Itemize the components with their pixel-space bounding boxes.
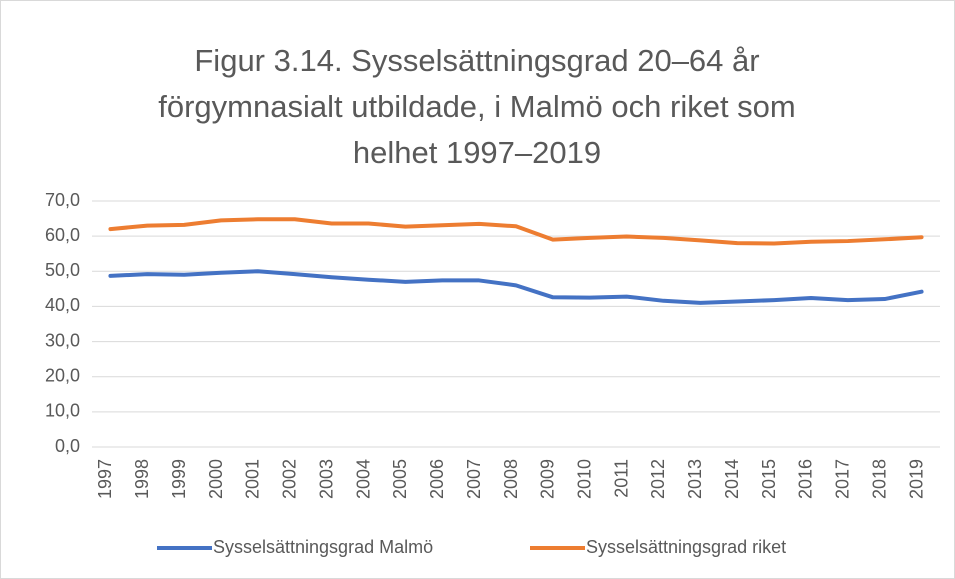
x-tick-label: 2016	[796, 459, 816, 499]
x-tick-label: 1998	[132, 459, 152, 499]
x-tick-label: 2005	[390, 459, 410, 499]
x-tick-label: 1997	[95, 459, 115, 499]
legend-label: Sysselsättningsgrad Malmö	[213, 537, 433, 557]
y-tick-label: 40,0	[45, 295, 80, 315]
x-tick-label: 2019	[906, 459, 926, 499]
series-line	[108, 217, 924, 246]
series-line	[108, 269, 924, 305]
x-tick-label: 2015	[759, 459, 779, 499]
y-tick-label: 50,0	[45, 260, 80, 280]
x-tick-label: 2001	[243, 459, 263, 499]
y-tick-label: 20,0	[45, 365, 80, 385]
x-tick-label: 2003	[316, 459, 336, 499]
x-tick-label: 2008	[501, 459, 521, 499]
x-tick-label: 1999	[169, 459, 189, 499]
y-tick-label: 0,0	[55, 436, 80, 456]
x-tick-label: 2012	[648, 459, 668, 499]
y-tick-label: 30,0	[45, 330, 80, 350]
x-tick-label: 2018	[869, 459, 889, 499]
x-tick-label: 2011	[611, 459, 631, 498]
x-tick-label: 2017	[833, 459, 853, 499]
chart-title: Figur 3.14. Sysselsättningsgrad 20–64 år…	[158, 43, 796, 170]
y-tick-label: 60,0	[45, 225, 80, 245]
x-tick-label: 2002	[280, 459, 300, 499]
x-tick-label: 2007	[464, 459, 484, 499]
x-tick-label: 2014	[722, 459, 742, 499]
legend-label: Sysselsättningsgrad riket	[586, 537, 786, 557]
x-tick-label: 2013	[685, 459, 705, 499]
y-tick-label: 70,0	[45, 190, 80, 210]
x-tick-label: 2010	[574, 459, 594, 499]
x-tick-label: 2009	[538, 459, 558, 499]
x-tick-label: 2000	[206, 459, 226, 499]
x-tick-label: 2004	[353, 459, 373, 499]
y-tick-label: 10,0	[45, 401, 80, 421]
x-tick-label: 2006	[427, 459, 447, 499]
